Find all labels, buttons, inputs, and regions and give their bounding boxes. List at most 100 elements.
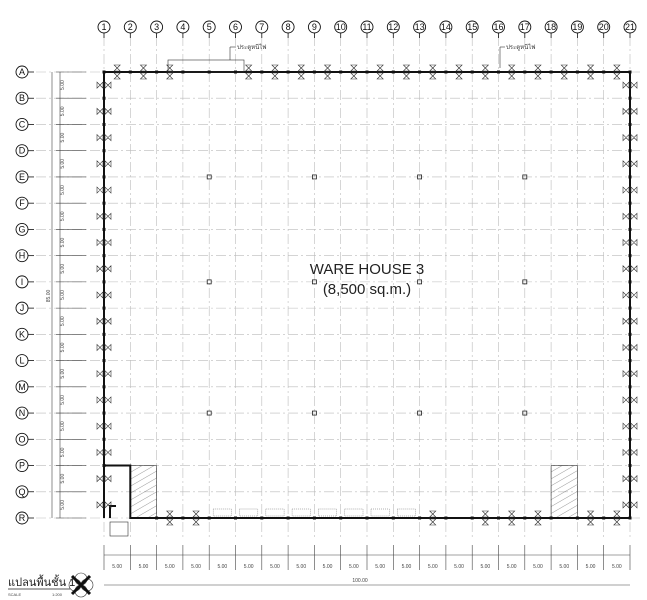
column-label: 4 — [180, 22, 185, 32]
column-post — [575, 516, 579, 520]
window-glyph — [96, 448, 112, 457]
bay-dimension: 5.00 — [60, 421, 66, 431]
bay-dimension: 5.00 — [60, 106, 66, 116]
column-post — [102, 306, 106, 310]
interior-column — [311, 279, 317, 285]
row-label: D — [19, 146, 26, 156]
row-label: P — [19, 461, 25, 471]
window-glyph — [622, 343, 638, 352]
stair — [109, 521, 129, 537]
dock-door — [239, 508, 259, 517]
grid-bubble — [229, 20, 242, 34]
window-icon — [622, 369, 638, 378]
bay-dimension: 5.00 — [454, 564, 464, 570]
column-post — [418, 70, 422, 74]
grid-bubble — [15, 275, 29, 289]
window-glyph — [113, 64, 121, 80]
grid-bubble — [386, 20, 400, 34]
grid-bubble — [570, 20, 584, 34]
column-label: 20 — [599, 22, 609, 32]
grid-bubble — [150, 20, 164, 34]
window-icon — [481, 64, 490, 80]
column-post — [155, 516, 159, 520]
grid-bubble — [492, 20, 505, 34]
grid-bubble — [465, 20, 479, 34]
window-icon — [96, 238, 112, 247]
column-post — [628, 122, 632, 126]
grid-bubble — [281, 20, 295, 34]
window-glyph — [586, 510, 595, 526]
column-post — [102, 96, 106, 100]
window-icon — [96, 133, 112, 142]
bay-dimension: 5.00 — [60, 395, 66, 405]
window-icon — [622, 238, 638, 247]
window-glyph — [622, 160, 638, 168]
interior-column — [206, 279, 212, 285]
window-glyph — [96, 133, 112, 142]
window-glyph — [534, 64, 542, 80]
row-label: B — [19, 93, 25, 103]
window-icon — [96, 317, 112, 325]
column-label: 8 — [286, 22, 291, 32]
warehouse-area: (8,500 sq.m.) — [323, 281, 411, 298]
bay-dimension: 5.00 — [323, 564, 333, 570]
window-glyph — [96, 343, 112, 352]
column-label: 15 — [467, 22, 477, 32]
column-post — [628, 201, 632, 205]
column-post — [102, 70, 106, 74]
grid-bubble — [15, 354, 29, 368]
grid-bubble — [15, 144, 29, 158]
window-icon — [613, 64, 621, 80]
bay-dimension: 5.00 — [533, 564, 543, 570]
dock-door — [212, 508, 232, 517]
column-post — [575, 70, 579, 74]
grid-bubble — [15, 118, 29, 131]
row-label: C — [19, 119, 26, 129]
column-post — [102, 385, 106, 389]
bay-dimension: 5.00 — [60, 500, 66, 510]
dock-door — [318, 508, 337, 517]
window-glyph — [96, 369, 112, 378]
window-glyph — [402, 64, 411, 80]
row-label: J — [20, 303, 25, 313]
column-post — [497, 70, 500, 74]
column-post — [628, 280, 632, 284]
column-post — [549, 70, 553, 74]
column-post — [497, 516, 500, 520]
window-glyph — [622, 238, 638, 247]
window-glyph — [613, 510, 621, 526]
grid-bubble — [544, 20, 558, 34]
window-icon — [244, 64, 253, 80]
interior-column — [206, 174, 212, 180]
window-glyph — [96, 396, 112, 404]
fire-exit-label: ประตูหนีไฟ — [506, 43, 535, 51]
grid-bubble — [15, 222, 29, 236]
column-post — [102, 411, 106, 415]
window-glyph — [96, 422, 112, 430]
bay-dimension: 5.00 — [60, 474, 66, 484]
grid-bubble — [15, 511, 29, 525]
window-glyph — [96, 265, 112, 273]
column-label: 1 — [101, 22, 106, 32]
bay-dimension: 5.00 — [60, 185, 66, 195]
window-glyph — [96, 107, 112, 116]
grid-bubble — [15, 459, 29, 472]
window-icon — [560, 64, 568, 80]
window-glyph — [622, 107, 638, 116]
column-label: 9 — [312, 22, 317, 32]
column-post — [339, 516, 343, 520]
window-glyph — [534, 510, 542, 526]
column-label: 5 — [207, 22, 212, 32]
window-glyph — [622, 422, 638, 430]
scale-value: 1:200 — [52, 592, 63, 597]
grid-bubble — [15, 249, 29, 263]
interior-column — [522, 174, 528, 180]
grid-bubble — [597, 20, 611, 34]
window-icon — [622, 265, 638, 273]
bay-dimension: 5.00 — [480, 564, 490, 570]
row-label: L — [19, 356, 24, 366]
window-icon — [96, 81, 112, 89]
window-glyph — [507, 64, 516, 80]
column-post — [628, 332, 632, 336]
north-arrow-icon — [68, 572, 94, 598]
